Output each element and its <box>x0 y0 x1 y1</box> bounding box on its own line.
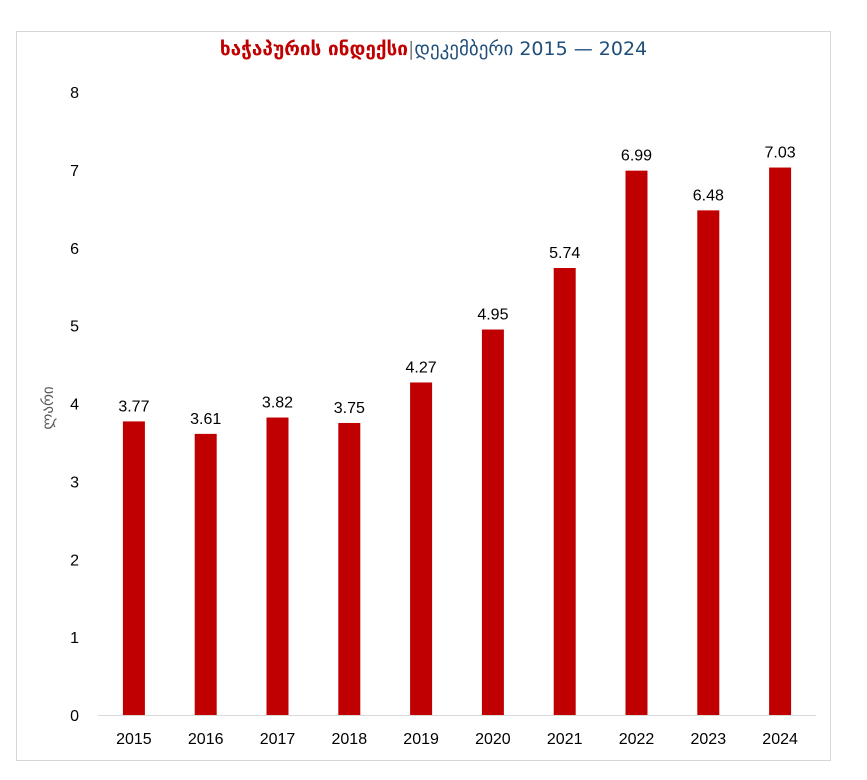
bar-2023 <box>697 210 720 715</box>
y-tick-label: 5 <box>70 319 79 336</box>
x-axis-ticks: 2015 2016 2017 2018 2019 2020 2021 2022 2023 2024 <box>116 731 798 748</box>
data-label-2019: 4.27 <box>406 359 437 376</box>
bar-2018 <box>338 422 361 715</box>
y-tick-label: 1 <box>70 630 79 647</box>
x-tick-label-2017: 2017 <box>260 731 296 748</box>
bars-group <box>122 167 792 715</box>
bar-2021 <box>553 267 576 715</box>
bar-2015 <box>122 421 145 715</box>
x-tick-label-2021: 2021 <box>547 731 583 748</box>
bar-2019 <box>410 382 433 715</box>
x-tick-label-2024: 2024 <box>762 731 798 748</box>
y-tick-label: 7 <box>70 163 79 180</box>
bar-2020 <box>481 329 504 715</box>
data-label-2016: 3.61 <box>190 411 221 428</box>
chart-title-main: ხაჭაპურის ინდექსი <box>219 38 408 60</box>
bar-2024 <box>769 167 792 715</box>
x-tick-label-2022: 2022 <box>619 731 655 748</box>
bar-2017 <box>266 417 289 715</box>
data-label-2021: 5.74 <box>549 245 580 262</box>
x-tick-label-2020: 2020 <box>475 731 511 748</box>
y-tick-label: 2 <box>70 552 79 569</box>
data-label-2015: 3.77 <box>118 398 149 415</box>
y-tick-label: 6 <box>70 241 79 258</box>
x-tick-label-2018: 2018 <box>332 731 368 748</box>
data-label-2023: 6.48 <box>693 187 724 204</box>
chart-title-period: დეკემბერი 2015 — 2024 <box>414 38 648 60</box>
y-tick-label: 0 <box>70 708 79 725</box>
y-tick-label: 8 <box>70 85 79 102</box>
data-label-2018: 3.75 <box>334 400 365 417</box>
data-label-2020: 4.95 <box>477 307 508 324</box>
bar-2016 <box>194 433 217 715</box>
x-tick-label-2023: 2023 <box>691 731 727 748</box>
x-tick-label-2015: 2015 <box>116 731 152 748</box>
y-axis-label: ლარი <box>39 386 57 430</box>
y-tick-label: 4 <box>70 397 79 414</box>
chart-title: ხაჭაპურის ინდექსი|დეკემბერი 2015 — 2024 <box>0 38 867 60</box>
y-axis-ticks: 0 1 2 3 4 5 6 7 8 <box>70 85 79 725</box>
x-tick-label-2016: 2016 <box>188 731 224 748</box>
bar-2022 <box>625 170 648 715</box>
x-tick-label-2019: 2019 <box>403 731 439 748</box>
data-labels-group: 3.77 3.61 3.82 3.75 4.27 4.95 5.74 6.99 6.48 7.03 <box>118 145 795 428</box>
chart-title-separator: | <box>408 38 415 60</box>
data-label-2022: 6.99 <box>621 148 652 165</box>
data-label-2024: 7.03 <box>765 145 796 162</box>
data-label-2017: 3.82 <box>262 395 293 412</box>
y-tick-label: 3 <box>70 474 79 491</box>
